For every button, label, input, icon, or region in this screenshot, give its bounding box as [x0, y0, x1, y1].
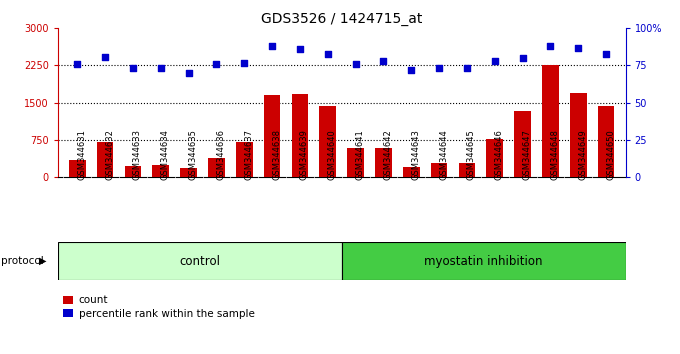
Point: [434, 65, 445, 71]
Text: GSM344646: GSM344646: [495, 130, 504, 180]
Point: [72, 61, 83, 67]
Text: GSM344641: GSM344641: [356, 130, 364, 180]
Text: GSM344648: GSM344648: [550, 130, 560, 180]
Text: GSM344640: GSM344640: [328, 130, 337, 180]
Bar: [292, 94, 308, 177]
Point: [239, 60, 250, 65]
Point: [322, 51, 333, 56]
Text: GSM344637: GSM344637: [244, 129, 253, 180]
Point: [350, 61, 361, 67]
Bar: [180, 169, 197, 177]
Bar: [486, 139, 503, 177]
Text: GSM344631: GSM344631: [78, 130, 86, 180]
Text: GSM344642: GSM344642: [384, 130, 392, 180]
Text: GSM344639: GSM344639: [300, 130, 309, 180]
Text: GSM344644: GSM344644: [439, 130, 448, 180]
Text: control: control: [180, 255, 220, 268]
Bar: [458, 162, 475, 177]
Text: GSM344649: GSM344649: [578, 130, 588, 180]
Point: [128, 65, 139, 71]
Point: [517, 55, 528, 61]
Point: [155, 65, 166, 71]
Point: [267, 43, 277, 49]
Bar: [264, 95, 280, 177]
Bar: [152, 165, 169, 177]
Point: [600, 51, 611, 56]
Bar: [320, 106, 336, 177]
Bar: [375, 148, 392, 177]
Text: GSM344643: GSM344643: [411, 130, 420, 180]
Point: [573, 45, 583, 51]
Text: GSM344634: GSM344634: [160, 130, 170, 180]
Point: [294, 46, 305, 52]
Text: GSM344635: GSM344635: [188, 130, 198, 180]
Text: GSM344636: GSM344636: [216, 129, 226, 180]
Bar: [236, 142, 253, 177]
Text: GSM344632: GSM344632: [105, 130, 114, 180]
Point: [183, 70, 194, 76]
Point: [545, 43, 556, 49]
Point: [406, 67, 417, 73]
Text: ▶: ▶: [39, 256, 46, 266]
Text: myostatin inhibition: myostatin inhibition: [424, 255, 543, 268]
Point: [462, 65, 473, 71]
Bar: [347, 148, 364, 177]
Bar: [542, 65, 559, 177]
Bar: [208, 158, 225, 177]
Bar: [598, 105, 615, 177]
Point: [211, 61, 222, 67]
Text: GSM344633: GSM344633: [133, 129, 142, 180]
Bar: [97, 142, 114, 177]
Bar: [69, 160, 86, 177]
Text: protocol: protocol: [1, 256, 44, 266]
Bar: [58, 242, 342, 280]
Text: GSM344645: GSM344645: [467, 130, 476, 180]
Text: GSM344638: GSM344638: [272, 129, 281, 180]
Bar: [514, 111, 531, 177]
Text: GSM344650: GSM344650: [606, 130, 615, 180]
Point: [378, 58, 389, 64]
Point: [490, 58, 500, 64]
Bar: [430, 163, 447, 177]
Bar: [570, 93, 587, 177]
Legend: count, percentile rank within the sample: count, percentile rank within the sample: [63, 296, 254, 319]
Point: [100, 54, 111, 59]
Bar: [124, 166, 141, 177]
Bar: [403, 167, 420, 177]
Title: GDS3526 / 1424715_at: GDS3526 / 1424715_at: [261, 12, 422, 26]
Text: GSM344647: GSM344647: [523, 130, 532, 180]
Bar: [342, 242, 626, 280]
